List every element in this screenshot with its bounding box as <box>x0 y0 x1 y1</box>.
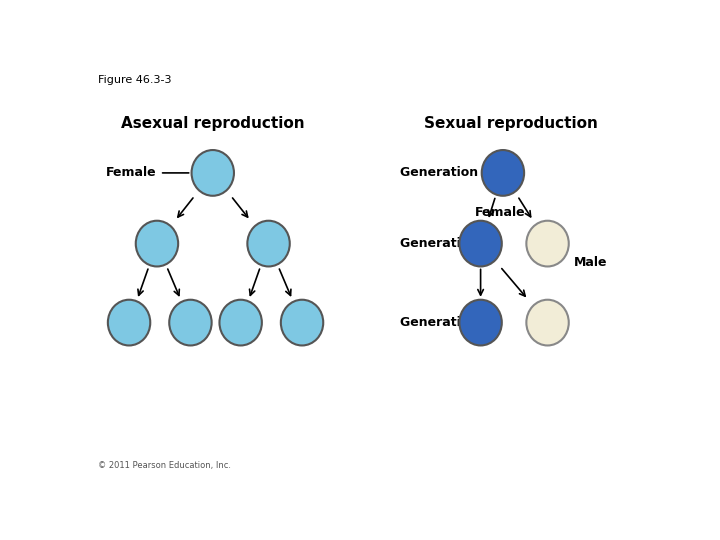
Ellipse shape <box>192 150 234 196</box>
Text: © 2011 Pearson Education, Inc.: © 2011 Pearson Education, Inc. <box>99 461 231 470</box>
Text: Female: Female <box>474 206 526 219</box>
Ellipse shape <box>526 221 569 266</box>
Text: Male: Male <box>575 256 608 269</box>
Ellipse shape <box>248 221 289 266</box>
Text: Sexual reproduction: Sexual reproduction <box>424 116 598 131</box>
Ellipse shape <box>459 221 502 266</box>
Ellipse shape <box>459 300 502 346</box>
Text: Generation 1: Generation 1 <box>400 166 491 179</box>
Text: Figure 46.3-3: Figure 46.3-3 <box>99 75 172 85</box>
Text: Generation 2: Generation 2 <box>400 237 491 250</box>
Ellipse shape <box>281 300 323 346</box>
Text: Asexual reproduction: Asexual reproduction <box>121 116 305 131</box>
Text: Female: Female <box>107 166 157 179</box>
Text: Generation 3: Generation 3 <box>400 316 491 329</box>
Ellipse shape <box>136 221 178 266</box>
Ellipse shape <box>169 300 212 346</box>
Ellipse shape <box>526 300 569 346</box>
Ellipse shape <box>482 150 524 196</box>
Ellipse shape <box>108 300 150 346</box>
Ellipse shape <box>220 300 262 346</box>
